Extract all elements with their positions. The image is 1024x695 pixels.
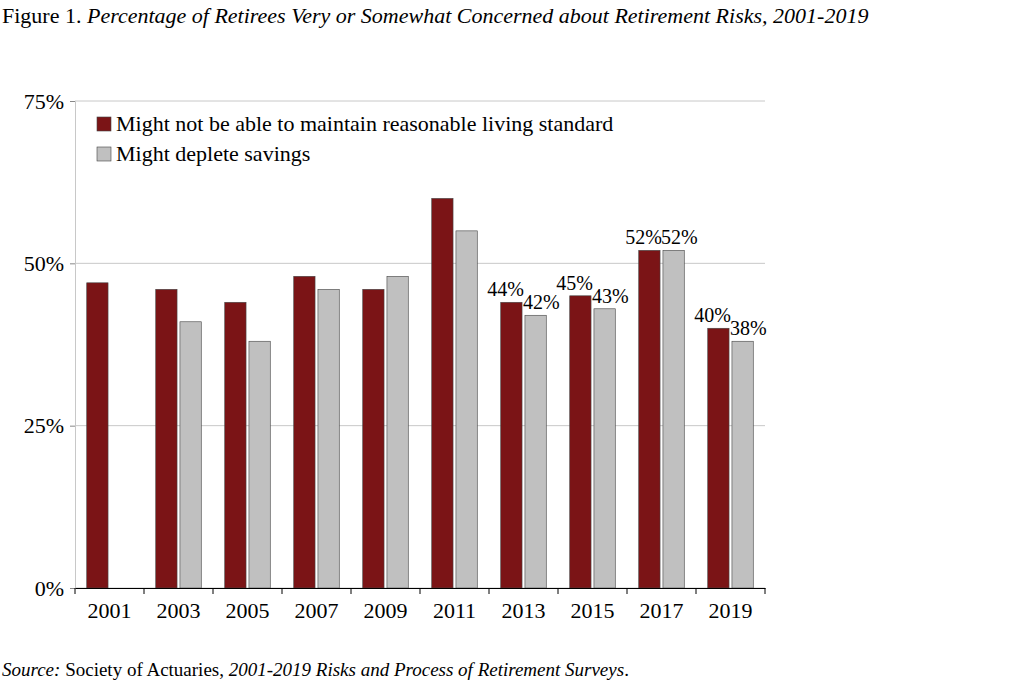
x-separator bbox=[558, 588, 559, 594]
bar bbox=[732, 341, 753, 588]
x-tick-label: 2019 bbox=[709, 598, 753, 623]
grid-line bbox=[75, 425, 765, 426]
y-tick-mark bbox=[70, 426, 75, 427]
x-tick: 2009 bbox=[364, 588, 408, 623]
x-tick-label: 2017 bbox=[640, 598, 684, 623]
x-separator bbox=[282, 588, 283, 594]
x-tick: 2001 bbox=[88, 588, 132, 623]
source-part: . bbox=[624, 659, 629, 680]
y-tick-mark bbox=[70, 588, 75, 589]
bar-series bbox=[87, 198, 729, 588]
legend-label: Might not be able to maintain reasonable… bbox=[116, 111, 613, 136]
data-label: 52% bbox=[661, 226, 698, 248]
data-label: 43% bbox=[592, 285, 629, 307]
bar bbox=[594, 309, 615, 588]
y-tick: 0% bbox=[35, 576, 75, 601]
y-tick-label: 25% bbox=[24, 413, 64, 438]
x-tick-label: 2013 bbox=[502, 598, 546, 623]
x-tick-label: 2003 bbox=[157, 598, 201, 623]
y-tick: 75% bbox=[24, 89, 75, 114]
y-axis: 0% 25% 50% 75% bbox=[24, 89, 76, 601]
x-tick: 2007 bbox=[295, 588, 339, 623]
bar bbox=[318, 289, 339, 588]
bar bbox=[87, 283, 108, 588]
x-tick: 2011 bbox=[433, 588, 476, 623]
bar bbox=[570, 296, 591, 588]
x-tick: 2005 bbox=[226, 588, 270, 623]
x-separator bbox=[75, 588, 76, 594]
bar bbox=[639, 250, 660, 588]
data-label: 52% bbox=[625, 226, 662, 248]
legend: Might not be able to maintain reasonable… bbox=[97, 111, 613, 166]
data-label: 44% bbox=[487, 278, 524, 300]
bar-series bbox=[180, 231, 753, 588]
bar bbox=[156, 289, 177, 588]
legend-item: Might not be able to maintain reasonable… bbox=[97, 111, 613, 136]
x-tick-label: 2011 bbox=[433, 598, 476, 623]
x-tick-label: 2009 bbox=[364, 598, 408, 623]
chart-svg: 0%25%50%75%20012003200520072009201120132… bbox=[0, 0, 1024, 695]
source-part: Source: bbox=[2, 659, 60, 680]
x-separator bbox=[144, 588, 145, 594]
y-tick-label: 50% bbox=[24, 251, 64, 276]
source-part: 2001-2019 Risks and Process of Retiremen… bbox=[229, 659, 624, 680]
grid bbox=[75, 101, 765, 588]
x-tick: 2017 bbox=[640, 588, 684, 623]
x-separator bbox=[489, 588, 490, 594]
x-axis: 2001 2003 2005 2007 2009 2011 2013 2015 2017 2019 bbox=[76, 588, 766, 623]
data-label: 45% bbox=[556, 272, 593, 294]
y-tick: 25% bbox=[24, 413, 75, 438]
legend-swatch bbox=[97, 117, 111, 131]
bars bbox=[87, 198, 754, 588]
data-label: 42% bbox=[523, 291, 560, 313]
x-tick-label: 2007 bbox=[295, 598, 339, 623]
grid-line bbox=[75, 263, 765, 264]
bar bbox=[225, 302, 246, 588]
y-tick-label: 0% bbox=[35, 576, 64, 601]
x-tick-label: 2005 bbox=[226, 598, 270, 623]
source-note: Source: Society of Actuaries, 2001-2019 … bbox=[2, 658, 1002, 682]
data-label: 38% bbox=[730, 317, 767, 339]
x-separators bbox=[75, 588, 765, 594]
bar bbox=[387, 276, 408, 588]
x-tick-label: 2015 bbox=[571, 598, 615, 623]
legend-item: Might deplete savings bbox=[97, 141, 310, 166]
bar bbox=[525, 315, 546, 588]
source-part: Society of Actuaries, bbox=[60, 659, 228, 680]
bar bbox=[456, 231, 477, 588]
y-tick-mark bbox=[70, 101, 75, 102]
data-labels: 44% 45% 52% 40% 42% 43% 52% 38% bbox=[487, 226, 766, 339]
y-tick: 50% bbox=[24, 251, 75, 276]
x-separator bbox=[696, 588, 697, 594]
grid-line bbox=[75, 101, 765, 102]
x-separator bbox=[765, 588, 766, 594]
x-separator bbox=[420, 588, 421, 594]
legend-label: Might deplete savings bbox=[116, 141, 310, 166]
x-tick: 2015 bbox=[571, 588, 615, 623]
bar bbox=[249, 341, 270, 588]
y-tick-mark bbox=[70, 263, 75, 264]
x-separator bbox=[213, 588, 214, 594]
plot-area: 0%25%50%75%20012003200520072009201120132… bbox=[24, 89, 767, 623]
y-axis-line bbox=[70, 102, 76, 589]
y-tick-label: 75% bbox=[24, 89, 64, 114]
title-part: Figure 1. bbox=[2, 3, 81, 28]
bar bbox=[708, 328, 729, 588]
legend-swatch bbox=[97, 147, 111, 161]
x-tick: 2013 bbox=[502, 588, 546, 623]
x-tick-label: 2001 bbox=[88, 598, 132, 623]
data-label: 40% bbox=[694, 304, 731, 326]
x-separator bbox=[627, 588, 628, 594]
bar bbox=[363, 289, 384, 588]
bar bbox=[432, 198, 453, 588]
bar bbox=[501, 302, 522, 588]
x-tick: 2003 bbox=[157, 588, 201, 623]
bar bbox=[180, 322, 201, 588]
x-separator bbox=[351, 588, 352, 594]
bar bbox=[663, 250, 684, 588]
bar bbox=[294, 276, 315, 588]
chart-title: Figure 1. Percentage of Retirees Very or… bbox=[2, 2, 1002, 29]
x-tick: 2019 bbox=[709, 588, 753, 623]
title-part: Percentage of Retirees Very or Somewhat … bbox=[81, 3, 868, 28]
